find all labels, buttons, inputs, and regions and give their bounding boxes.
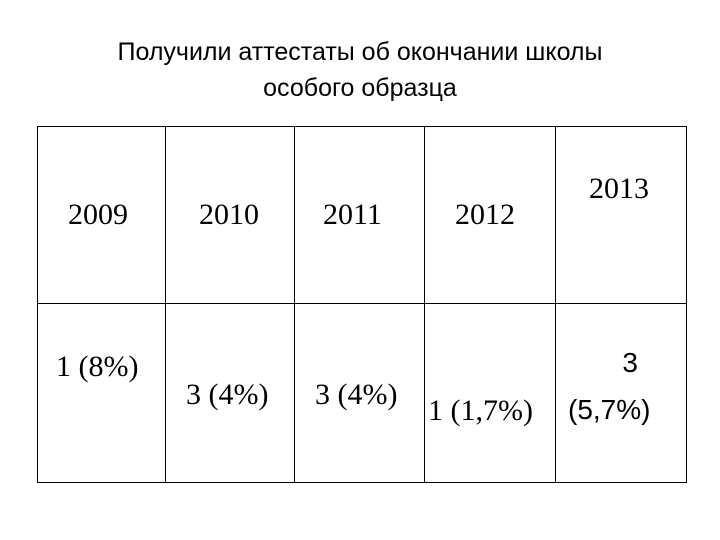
value-2010: 3 (4%) — [186, 378, 269, 411]
table-value-row: 1 (8%) 3 (4%) 3 (4%) 1 (1,7%) 3 (5,7%) — [37, 303, 687, 483]
slide-title-line-2: особого образца — [263, 74, 457, 102]
value-2011: 3 (4%) — [315, 378, 398, 411]
year-cell-2011: 2011 — [294, 126, 425, 304]
year-cell-2013: 2013 — [555, 126, 687, 304]
year-label-2009: 2009 — [68, 198, 128, 231]
value-cell-2011: 3 (4%) — [294, 303, 425, 483]
year-label-2010: 2010 — [199, 198, 259, 231]
value-cell-2009: 1 (8%) — [37, 303, 166, 483]
value-cell-2010: 3 (4%) — [165, 303, 295, 483]
year-cell-2009: 2009 — [37, 126, 166, 304]
year-label-2012: 2012 — [455, 198, 515, 231]
year-cell-2012: 2012 — [424, 126, 556, 304]
value-cell-2012: 1 (1,7%) — [424, 303, 556, 483]
year-label-2011: 2011 — [323, 198, 382, 231]
value-cell-2013: 3 (5,7%) — [555, 303, 687, 483]
table-header-row: 2009 2010 2011 2012 2013 — [37, 126, 687, 304]
slide-title-line-1: Получили аттестаты об окончании школы — [117, 38, 603, 66]
year-cell-2010: 2010 — [165, 126, 295, 304]
value-2013-count: 3 — [622, 347, 638, 378]
value-2009: 1 (8%) — [56, 350, 139, 383]
value-2013-percent: (5,7%) — [568, 394, 651, 425]
year-label-2013: 2013 — [589, 172, 649, 205]
slide-title: Получили аттестаты об окончании школы ос… — [0, 34, 720, 106]
certificates-table: 2009 2010 2011 2012 2013 1 (8%) 3 (4%) 3… — [37, 126, 687, 483]
value-2012: 1 (1,7%) — [428, 394, 533, 427]
